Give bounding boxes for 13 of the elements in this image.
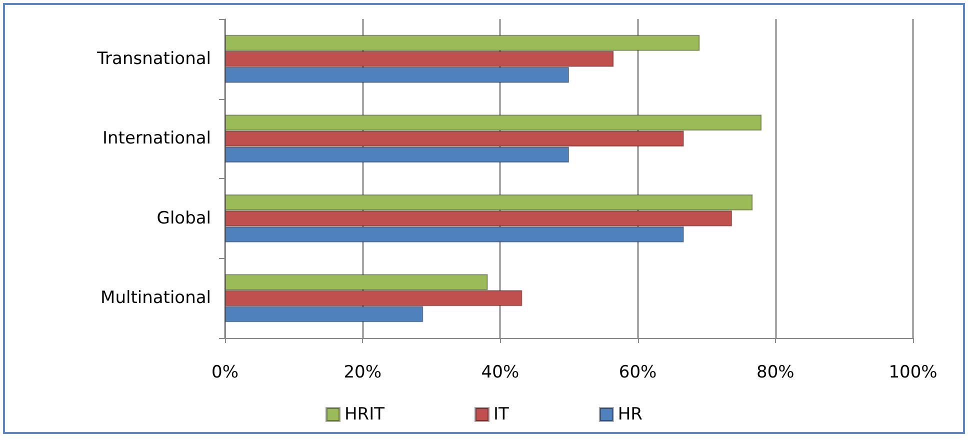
legend-label: HR <box>618 404 643 424</box>
legend-label: IT <box>494 404 510 424</box>
y-tick-label: Global <box>156 208 211 228</box>
x-tick-label: 20% <box>344 362 382 382</box>
x-tick-label: 80% <box>756 362 794 382</box>
x-tick-label: 100% <box>888 362 938 382</box>
x-tick-label: 40% <box>481 362 520 382</box>
y-tick-label: Transnational <box>96 48 211 69</box>
y-tick-label: International <box>102 128 211 149</box>
legend-label: HRIT <box>344 404 386 424</box>
y-tick-label: Multinational <box>100 288 211 308</box>
x-tick-label: 60% <box>618 362 657 382</box>
x-tick-label: 0% <box>212 362 238 382</box>
